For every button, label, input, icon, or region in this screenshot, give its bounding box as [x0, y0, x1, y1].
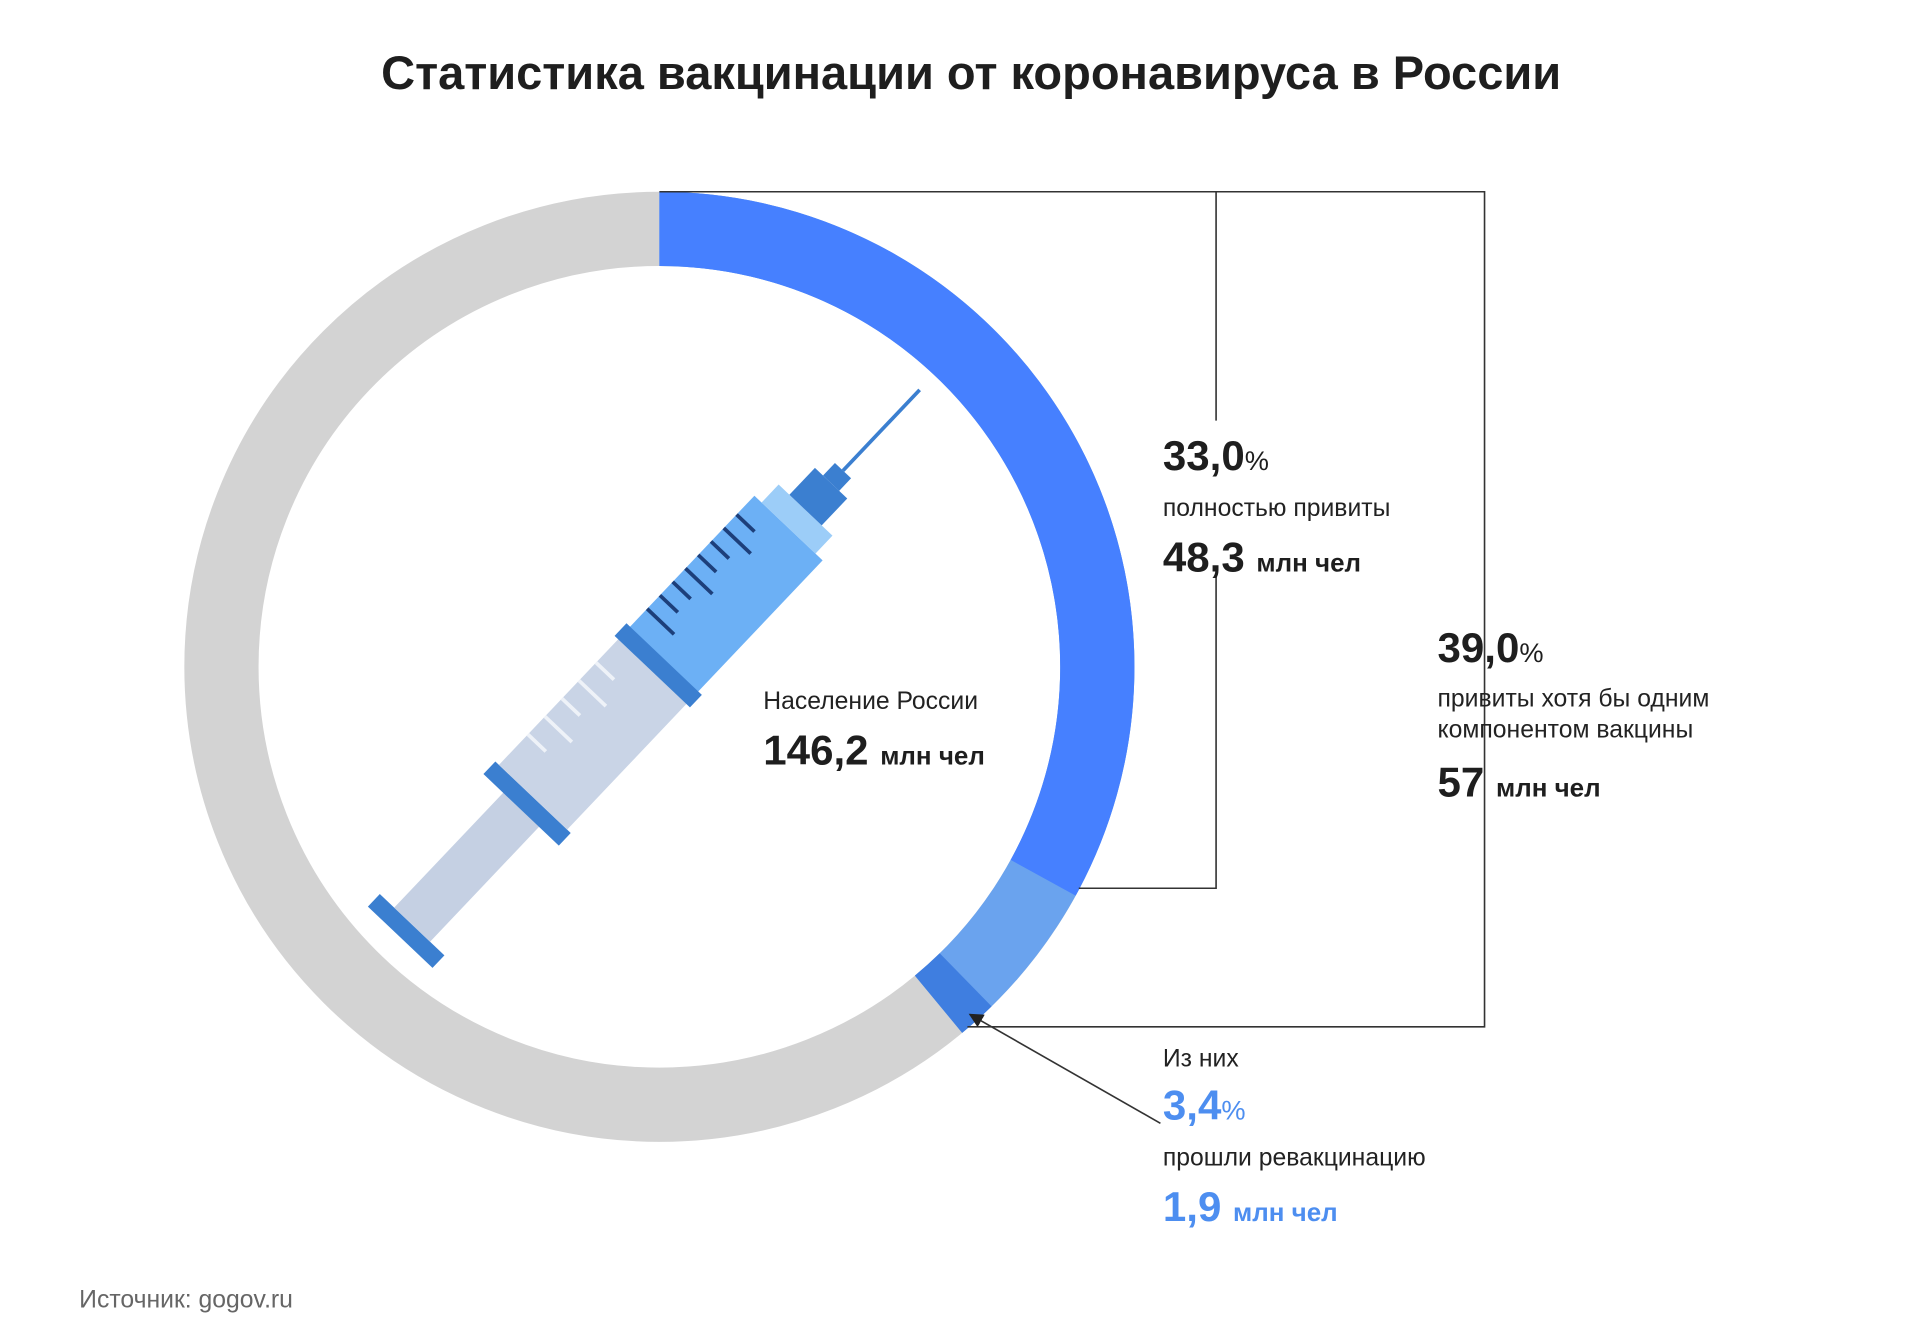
percent: 33,0% — [1163, 432, 1269, 479]
chart-title: Статистика вакцинации от коронавируса в … — [381, 46, 1561, 99]
percent-sign: % — [1245, 445, 1269, 476]
count-value: 57 — [1438, 759, 1485, 806]
donut-segment — [659, 191, 1135, 896]
percent: 3,4% — [1163, 1082, 1246, 1129]
center-label: Население России — [763, 688, 978, 715]
count: 1,9 млн чел — [1163, 1183, 1338, 1230]
source: Источник: gogov.ru — [79, 1287, 293, 1314]
unit: млн чел — [1256, 548, 1361, 578]
percent-value: 39,0 — [1438, 624, 1520, 671]
unit: млн чел — [1496, 773, 1601, 803]
percent-sign: % — [1519, 637, 1543, 668]
count: 57 млн чел — [1438, 759, 1601, 806]
total-value: 146,2 — [763, 727, 868, 774]
category-label: привиты хотя бы одним компонентом вакцин… — [1437, 685, 1710, 744]
donut — [184, 191, 1135, 1142]
subset-prefix: Из них — [1163, 1045, 1239, 1072]
category-label-box: привиты хотя бы одним компонентом вакцин… — [1437, 685, 1710, 744]
total: 146,2 млн чел — [763, 727, 985, 774]
unit: млн чел — [880, 741, 985, 771]
category-label: полностью привиты — [1163, 495, 1391, 522]
count-value: 48,3 — [1163, 534, 1245, 581]
percent-value: 3,4 — [1163, 1082, 1222, 1129]
count: 48,3 млн чел — [1163, 534, 1361, 581]
unit: млн чел — [1233, 1197, 1338, 1227]
category-label: прошли ревакцинацию — [1163, 1144, 1426, 1171]
leader-lines — [659, 190, 1486, 1124]
percent-sign: % — [1221, 1095, 1245, 1126]
syringe-icon — [367, 388, 922, 968]
donut-segment — [914, 953, 992, 1033]
percent-value: 33,0 — [1163, 432, 1245, 479]
count-value: 1,9 — [1163, 1183, 1221, 1230]
percent: 39,0% — [1438, 624, 1544, 671]
